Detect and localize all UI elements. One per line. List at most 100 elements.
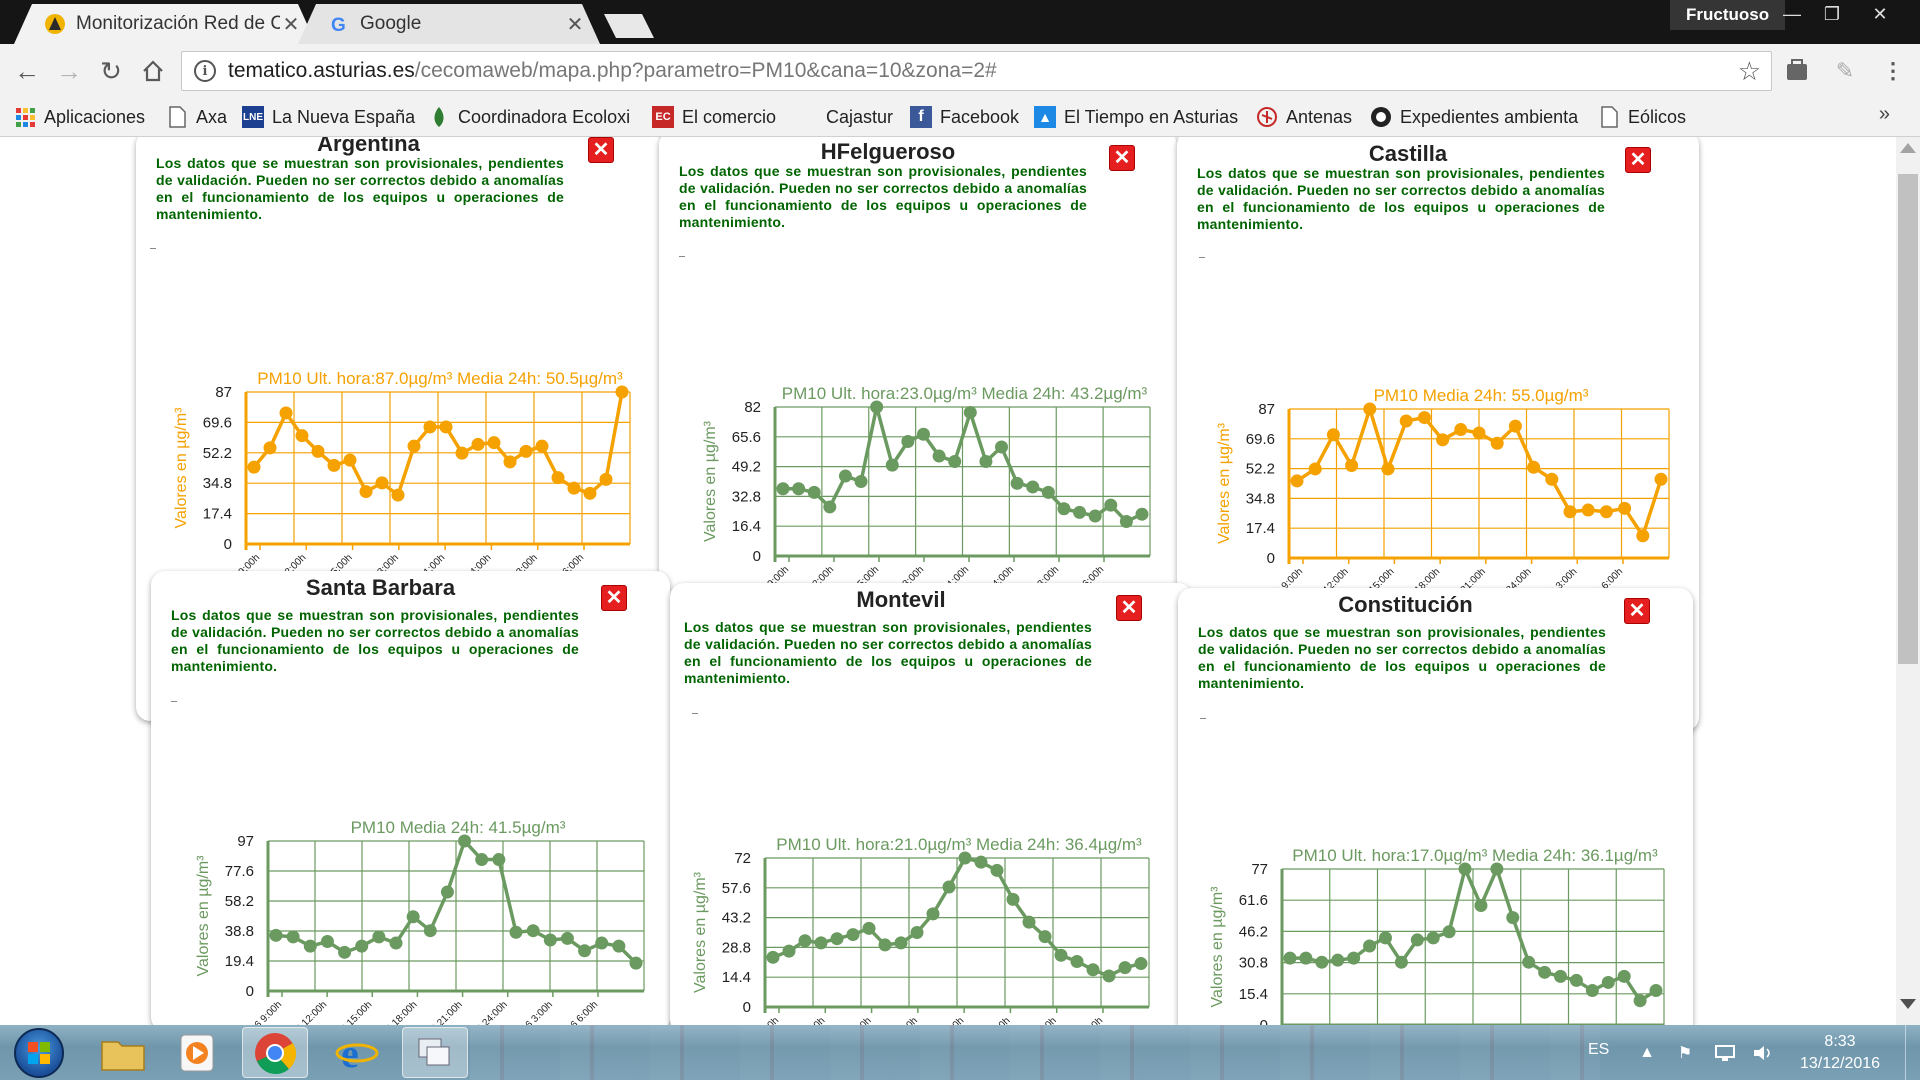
data-point[interactable] [1426,931,1440,945]
data-point[interactable] [948,455,962,469]
data-point[interactable] [263,441,277,455]
data-point[interactable] [1086,963,1100,977]
data-point[interactable] [1399,414,1413,428]
tab-google[interactable]: G Google ✕ [298,4,600,44]
data-point[interactable] [247,460,261,474]
data-point[interactable] [1585,984,1599,998]
data-point[interactable] [407,439,421,453]
data-point[interactable] [1378,931,1392,945]
close-panel-button[interactable]: ✕ [1624,598,1650,624]
close-panel-button[interactable]: ✕ [1625,147,1651,173]
data-point[interactable] [910,926,924,939]
scroll-thumb[interactable] [1898,174,1918,664]
data-point[interactable] [1410,933,1424,947]
data-point[interactable] [901,435,915,449]
data-point[interactable] [303,939,317,953]
data-point[interactable] [1283,951,1297,965]
data-point[interactable] [1331,953,1345,967]
restore-icon[interactable]: ❐ [1823,3,1841,24]
data-point[interactable] [295,429,309,443]
close-panel-button[interactable]: ✕ [601,585,627,611]
data-point[interactable] [1315,955,1329,969]
data-point[interactable] [503,455,517,469]
data-point[interactable] [492,853,506,867]
data-point[interactable] [359,485,373,499]
data-point[interactable] [974,855,988,869]
bookmark-facebook[interactable]: f Facebook [910,103,1019,131]
tray-expand-icon[interactable]: ▲ [1639,1044,1655,1061]
close-window-icon[interactable]: ✕ [1872,3,1888,24]
scroll-up-icon[interactable] [1900,143,1916,153]
data-point[interactable] [338,945,352,959]
data-point[interactable] [560,931,574,945]
data-point[interactable] [320,935,334,949]
bookmark-aplicaciones[interactable]: Aplicaciones [14,103,145,131]
data-point[interactable] [1381,462,1395,476]
data-point[interactable] [1070,954,1084,968]
close-panel-button[interactable]: ✕ [1109,145,1135,171]
data-point[interactable] [1290,474,1304,488]
data-point[interactable] [1538,965,1552,979]
data-point[interactable] [543,933,557,947]
tab-monitorizacion[interactable]: Monitorización Red de C ✕ [14,4,316,44]
scroll-down-icon[interactable] [1900,999,1916,1009]
data-point[interactable] [1088,509,1102,523]
show-desktop-button[interactable] [1905,1025,1920,1080]
data-point[interactable] [838,469,852,483]
data-point[interactable] [1010,476,1024,490]
data-point[interactable] [1490,862,1504,876]
start-button[interactable] [14,1028,64,1078]
data-point[interactable] [595,936,609,950]
data-point[interactable] [942,880,956,894]
data-point[interactable] [1119,514,1133,528]
data-point[interactable] [916,427,930,441]
data-point[interactable] [286,930,300,944]
forward-icon[interactable]: → [56,55,82,86]
data-point[interactable] [792,482,806,496]
extension-icon[interactable] [1782,56,1812,86]
tab-close-icon[interactable]: ✕ [566,13,584,36]
data-point[interactable] [406,910,420,924]
data-point[interactable] [475,853,489,867]
bookmark-star-icon[interactable]: ☆ [1737,56,1761,86]
data-point[interactable] [612,939,626,953]
data-point[interactable] [1134,957,1148,971]
ie-taskbar-icon[interactable]: e [324,1027,390,1078]
bookmark-coordinadora-ecoloxi[interactable]: Coordinadora Ecoloxi [428,103,630,131]
data-point[interactable] [487,436,501,450]
minimize-icon[interactable]: — [1783,3,1801,24]
data-point[interactable] [1569,973,1583,987]
network-icon[interactable] [1714,1043,1736,1063]
data-point[interactable] [1006,892,1020,906]
data-point[interactable] [885,458,899,472]
data-point[interactable] [1649,984,1663,998]
volume-icon[interactable] [1752,1043,1774,1063]
data-point[interactable] [1345,459,1359,473]
data-point[interactable] [1057,502,1071,516]
data-point[interactable] [1454,423,1468,437]
data-point[interactable] [926,907,940,921]
data-point[interactable] [979,455,993,469]
bookmark-la-nueva-espana[interactable]: LNE La Nueva España [242,106,416,128]
data-point[interactable] [519,444,533,458]
data-point[interactable] [1654,472,1668,486]
data-point[interactable] [1636,529,1650,543]
bookmark-el-comercio[interactable]: EC El comercio [652,103,776,131]
data-point[interactable] [1633,994,1647,1008]
data-point[interactable] [1299,951,1313,965]
data-point[interactable] [1102,969,1116,983]
data-point[interactable] [894,936,908,950]
menu-icon[interactable]: ⋮ [1882,58,1904,83]
data-point[interactable] [372,930,386,944]
data-point[interactable] [583,486,597,500]
data-point[interactable] [963,405,977,419]
scrollbar[interactable] [1896,137,1920,1025]
data-point[interactable] [1601,975,1615,989]
data-point[interactable] [1554,969,1568,983]
data-point[interactable] [471,437,485,451]
data-point[interactable] [870,400,884,414]
back-icon[interactable]: ← [14,55,40,86]
data-point[interactable] [355,939,369,953]
windows-taskbar-icon[interactable] [402,1027,468,1078]
data-point[interactable] [782,944,796,958]
